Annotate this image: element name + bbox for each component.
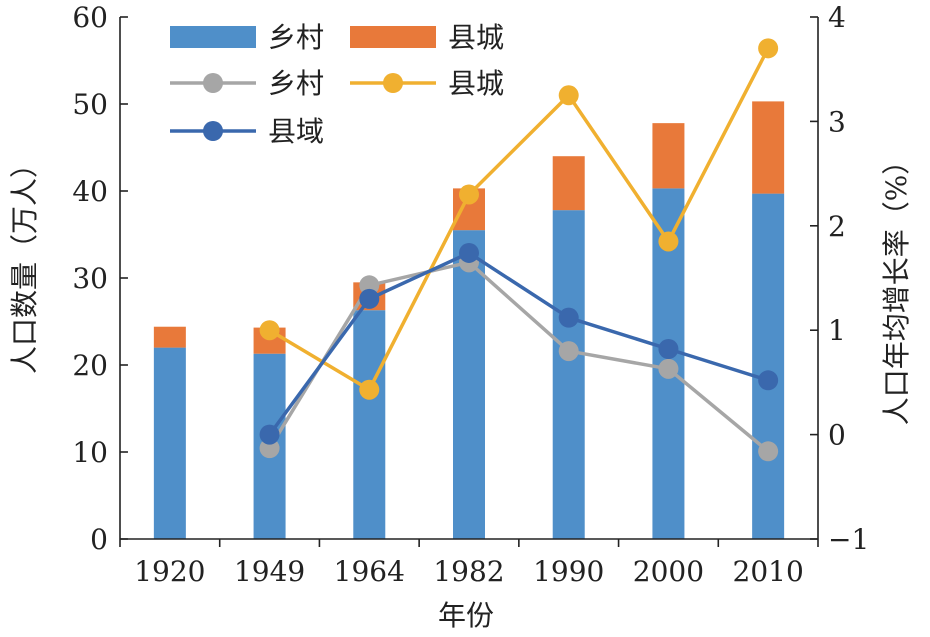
x-tick-label-2000: 2000	[633, 555, 704, 588]
line-county-town-point-1964	[359, 379, 380, 400]
axes-layer: 0 10 20 30 40 50 60 −1 0 1 2 3 4 1920 1949 1964 1982 1990…	[72, 1, 869, 588]
line-county-town-point-2000	[658, 231, 679, 252]
y-axis-right-title: 人口年均增长率（%）	[880, 147, 913, 426]
line-county	[268, 251, 769, 436]
bars-layer	[153, 101, 785, 540]
y-right-tick-label: 2	[828, 210, 846, 243]
y-right-tick-label: 0	[828, 419, 846, 452]
line-rural	[268, 260, 770, 453]
line-county-town-point-2010	[758, 38, 779, 59]
bar-rural-1920	[153, 347, 186, 539]
line-county-point-1982	[459, 242, 479, 263]
y-left-tick-label: 60	[72, 1, 108, 34]
legend-label-bar-rural: 乡村	[268, 21, 324, 54]
line-county-point-1990	[558, 307, 579, 328]
legend-label-line-county-town: 县城	[448, 67, 504, 100]
line-county-point-2010	[758, 370, 779, 391]
line-county-town-point-1990	[558, 85, 579, 106]
line-rural-point-2010	[758, 441, 779, 462]
bar-rural-1964	[353, 310, 386, 539]
legend-label-line-rural: 乡村	[268, 67, 324, 100]
line-county-town	[268, 47, 770, 392]
legend-label-line-county: 县域	[268, 115, 324, 148]
x-axis-title: 年份	[438, 599, 494, 632]
x-tick-label-2010: 2010	[733, 555, 804, 588]
y-left-tick-label: 30	[72, 262, 108, 295]
x-tick-label-1920: 1920	[134, 555, 205, 588]
line-county-point-2000	[658, 338, 679, 359]
lines-layer	[259, 38, 779, 462]
bar-rural-1982	[453, 230, 485, 539]
bar-county-town-2000	[652, 123, 685, 189]
y-left-tick-label: 0	[90, 523, 108, 556]
bar-rural-1990	[552, 210, 585, 539]
legend-swatch-bar-rural	[170, 26, 256, 48]
y-right-tick-label: 4	[828, 1, 846, 34]
y-left-tick-label: 10	[72, 436, 108, 469]
line-county-town-point-1982	[459, 184, 479, 205]
line-county-point-1964	[359, 288, 380, 309]
bar-rural-2010	[752, 193, 785, 540]
bar-county-town-1990	[552, 156, 585, 211]
x-tick-label-1949: 1949	[234, 555, 305, 588]
y-left-tick-label: 50	[72, 88, 108, 121]
legend-swatch-bar-county-town	[350, 26, 436, 48]
y-left-tick-label: 40	[72, 175, 108, 208]
y-left-tick-label: 20	[72, 349, 108, 382]
y-axis-left-title: 人口数量（万人）	[8, 150, 41, 374]
legend-marker-line-rural	[203, 73, 223, 93]
bar-county-town-1920	[153, 326, 186, 348]
line-county-town-point-1949	[259, 320, 280, 341]
line-county-point-1949	[259, 424, 280, 445]
y-right-tick-label: 3	[828, 105, 846, 138]
line-rural-point-2000	[658, 358, 679, 379]
y-right-tick-label: 1	[828, 314, 846, 347]
x-tick-label-1982: 1982	[433, 555, 504, 588]
legend-label-bar-county-town: 县城	[448, 21, 504, 54]
x-tick-label-1990: 1990	[533, 555, 604, 588]
line-rural-point-1990	[558, 341, 579, 362]
y-right-tick-label: −1	[828, 523, 869, 556]
x-tick-label-1964: 1964	[334, 555, 405, 588]
legend-marker-line-county-town	[383, 73, 403, 93]
legend-marker-line-county	[203, 121, 223, 141]
bar-county-town-2010	[752, 101, 785, 194]
